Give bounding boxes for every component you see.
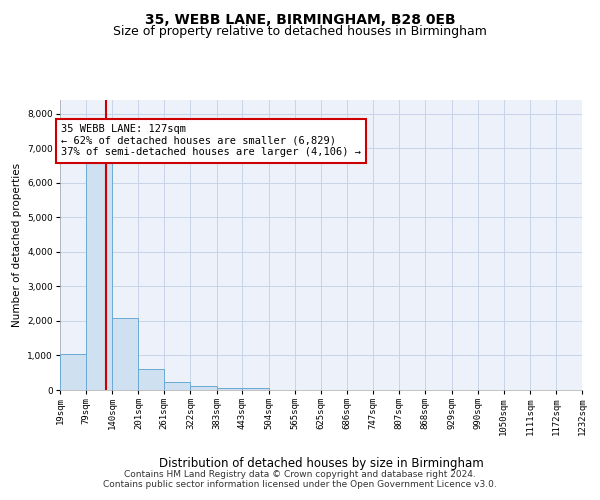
- Bar: [217, 388, 242, 390]
- Bar: [242, 388, 269, 390]
- Bar: [86, 158, 112, 390]
- Text: 35 WEBB LANE: 127sqm
← 62% of detached houses are smaller (6,829)
37% of semi-de: 35 WEBB LANE: 127sqm ← 62% of detached h…: [61, 124, 361, 158]
- Bar: [60, 354, 86, 390]
- Bar: [190, 386, 217, 390]
- Text: Contains HM Land Registry data © Crown copyright and database right 2024.
Contai: Contains HM Land Registry data © Crown c…: [103, 470, 497, 489]
- Text: Distribution of detached houses by size in Birmingham: Distribution of detached houses by size …: [158, 458, 484, 470]
- Text: Size of property relative to detached houses in Birmingham: Size of property relative to detached ho…: [113, 25, 487, 38]
- Bar: [139, 370, 164, 390]
- Text: 35, WEBB LANE, BIRMINGHAM, B28 0EB: 35, WEBB LANE, BIRMINGHAM, B28 0EB: [145, 12, 455, 26]
- Y-axis label: Number of detached properties: Number of detached properties: [12, 163, 22, 327]
- Bar: [112, 318, 139, 390]
- Bar: [164, 382, 190, 390]
